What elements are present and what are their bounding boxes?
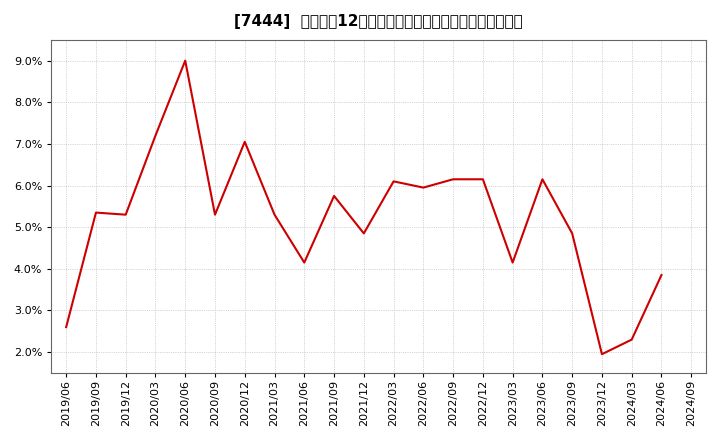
Title: [7444]  売上高の12か月移動合計の対前年同期増減率の推移: [7444] 売上高の12か月移動合計の対前年同期増減率の推移 <box>234 14 523 29</box>
